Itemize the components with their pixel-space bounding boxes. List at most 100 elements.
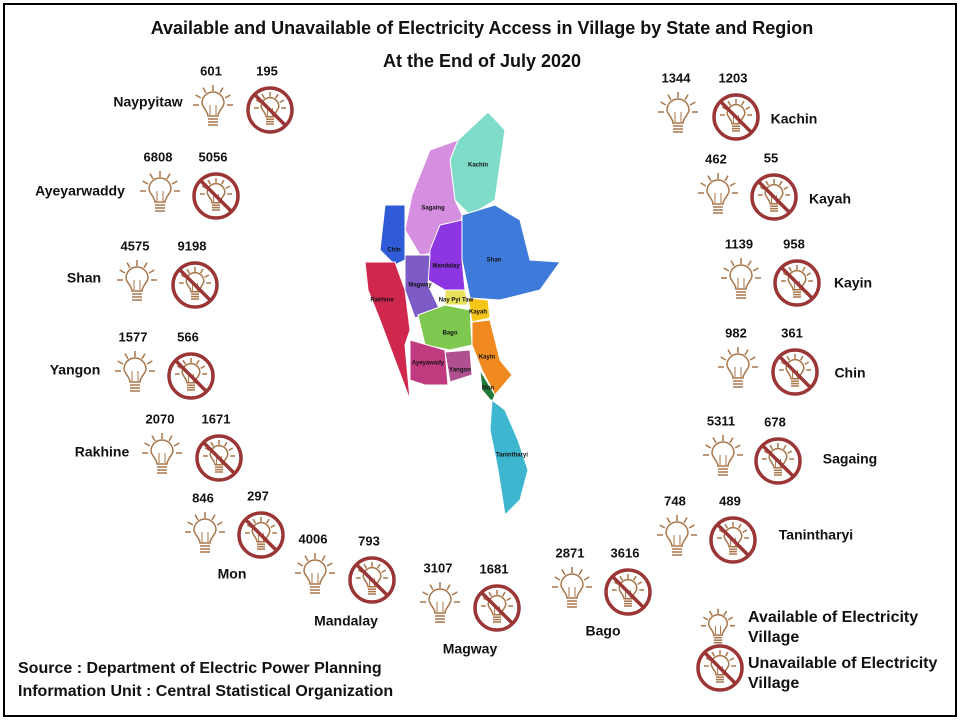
region-name: Kayin: [834, 275, 872, 291]
no-electricity-icon: [246, 86, 294, 134]
ring: [754, 437, 802, 485]
ring: [773, 259, 821, 307]
no-electricity-icon: [171, 261, 219, 309]
map-region: [461, 204, 561, 301]
no-electricity-icon: [237, 511, 285, 559]
bulb-glass: [768, 447, 788, 469]
map-label: Yangon: [449, 368, 471, 374]
bulb-filament: [436, 602, 444, 612]
bulb-ray: [724, 651, 729, 657]
source: Information Unit : Central Statistical O…: [18, 683, 394, 700]
bulb-icon: [701, 608, 735, 644]
bulb-ray: [321, 555, 326, 562]
bulb-ray: [148, 269, 155, 274]
ring: [696, 644, 744, 692]
bulb-ray: [422, 591, 429, 596]
bulb-filament: [158, 453, 166, 463]
bulb-icon: [721, 258, 761, 299]
available-count: 6808: [144, 149, 173, 164]
bulb-ray: [219, 87, 224, 94]
map-label: Nay Pyi Taw: [439, 298, 474, 304]
bulb-ray: [126, 262, 131, 269]
bulb-filament: [674, 112, 682, 122]
map-region: [417, 304, 473, 351]
map-region: [444, 289, 469, 306]
bulb-ray: [659, 524, 666, 529]
unavailable-count: 958: [783, 236, 805, 251]
unavailable-count: 566: [177, 329, 199, 344]
ring: [246, 86, 294, 134]
bulb-glass: [251, 521, 271, 543]
no-electricity-icon: [473, 584, 521, 632]
bulb-ray: [117, 360, 124, 365]
unavailable-count: 489: [719, 493, 741, 508]
bulb-icon: [612, 574, 644, 607]
available-count: 462: [705, 151, 727, 166]
legend-available: Available of Electricity Village: [748, 609, 919, 646]
bulb-icon: [295, 553, 335, 594]
bulb-glass: [560, 573, 584, 599]
bulb-filament: [734, 367, 742, 377]
bulb-ray: [660, 101, 667, 106]
bulb-glass: [428, 588, 452, 614]
bulb-ray: [683, 517, 688, 524]
bulb-ray: [783, 186, 789, 191]
no-electricity-icon: [348, 556, 396, 604]
slash: [202, 441, 236, 475]
bulb-icon: [356, 562, 388, 595]
bulb-glass: [206, 182, 226, 204]
unavailable-count: 793: [358, 533, 380, 548]
no-electricity-icon: [712, 93, 760, 141]
slash: [480, 591, 514, 625]
slash: [174, 359, 208, 393]
ring: [348, 556, 396, 604]
no-electricity-icon: [604, 568, 652, 616]
unavailable-count: 9198: [178, 238, 207, 253]
bulb-ray: [700, 182, 707, 187]
map-label: Shan: [487, 258, 502, 264]
bulb-ray: [171, 180, 178, 185]
bulb-ray: [740, 100, 745, 106]
bulb-glass: [193, 518, 217, 544]
no-electricity-icon: [709, 516, 757, 564]
region-name: Bago: [586, 623, 621, 639]
map-label: Bago: [443, 331, 458, 337]
bulb-ray: [194, 514, 199, 521]
bulb-filament: [568, 587, 576, 597]
region-name: Mon: [218, 566, 247, 582]
frame: [3, 3, 957, 717]
bulb-filament: [719, 455, 727, 465]
bulb-ray: [720, 356, 727, 361]
bulb-ray: [742, 529, 748, 534]
unavailable-count: 1671: [202, 411, 231, 426]
available-count: 1139: [725, 236, 753, 251]
bulb-ray: [806, 272, 812, 277]
unavailable-count: 3616: [611, 545, 640, 560]
unavailable-count: 297: [247, 488, 269, 503]
title: Available and Unavailable of Electricity…: [151, 18, 814, 38]
bulb-ray: [765, 180, 770, 186]
bulb-ray: [744, 349, 749, 356]
available-count: 5311: [707, 413, 735, 428]
bulb-ray: [252, 518, 257, 524]
bulb-ray: [144, 442, 151, 447]
bulb-glass: [711, 441, 735, 467]
bulb-ray: [667, 94, 672, 101]
bulb-ray: [688, 524, 695, 529]
bulb-ray: [708, 610, 713, 616]
bulb-glass: [726, 353, 750, 379]
slash: [253, 93, 287, 127]
unavailable-count: 1681: [480, 561, 509, 576]
unavailable-count: 1203: [719, 70, 748, 85]
bulb-ray: [207, 179, 212, 185]
map-label: Mandalay: [432, 264, 460, 270]
bulb-ray: [429, 584, 434, 591]
map-label: Magway: [408, 283, 432, 289]
bulb-ray: [151, 435, 156, 442]
bulb-ray: [637, 581, 643, 586]
bulb-ray: [168, 435, 173, 442]
available-count: 4006: [299, 531, 328, 546]
bulb-filament: [133, 280, 141, 290]
bulb-glass: [125, 266, 149, 292]
